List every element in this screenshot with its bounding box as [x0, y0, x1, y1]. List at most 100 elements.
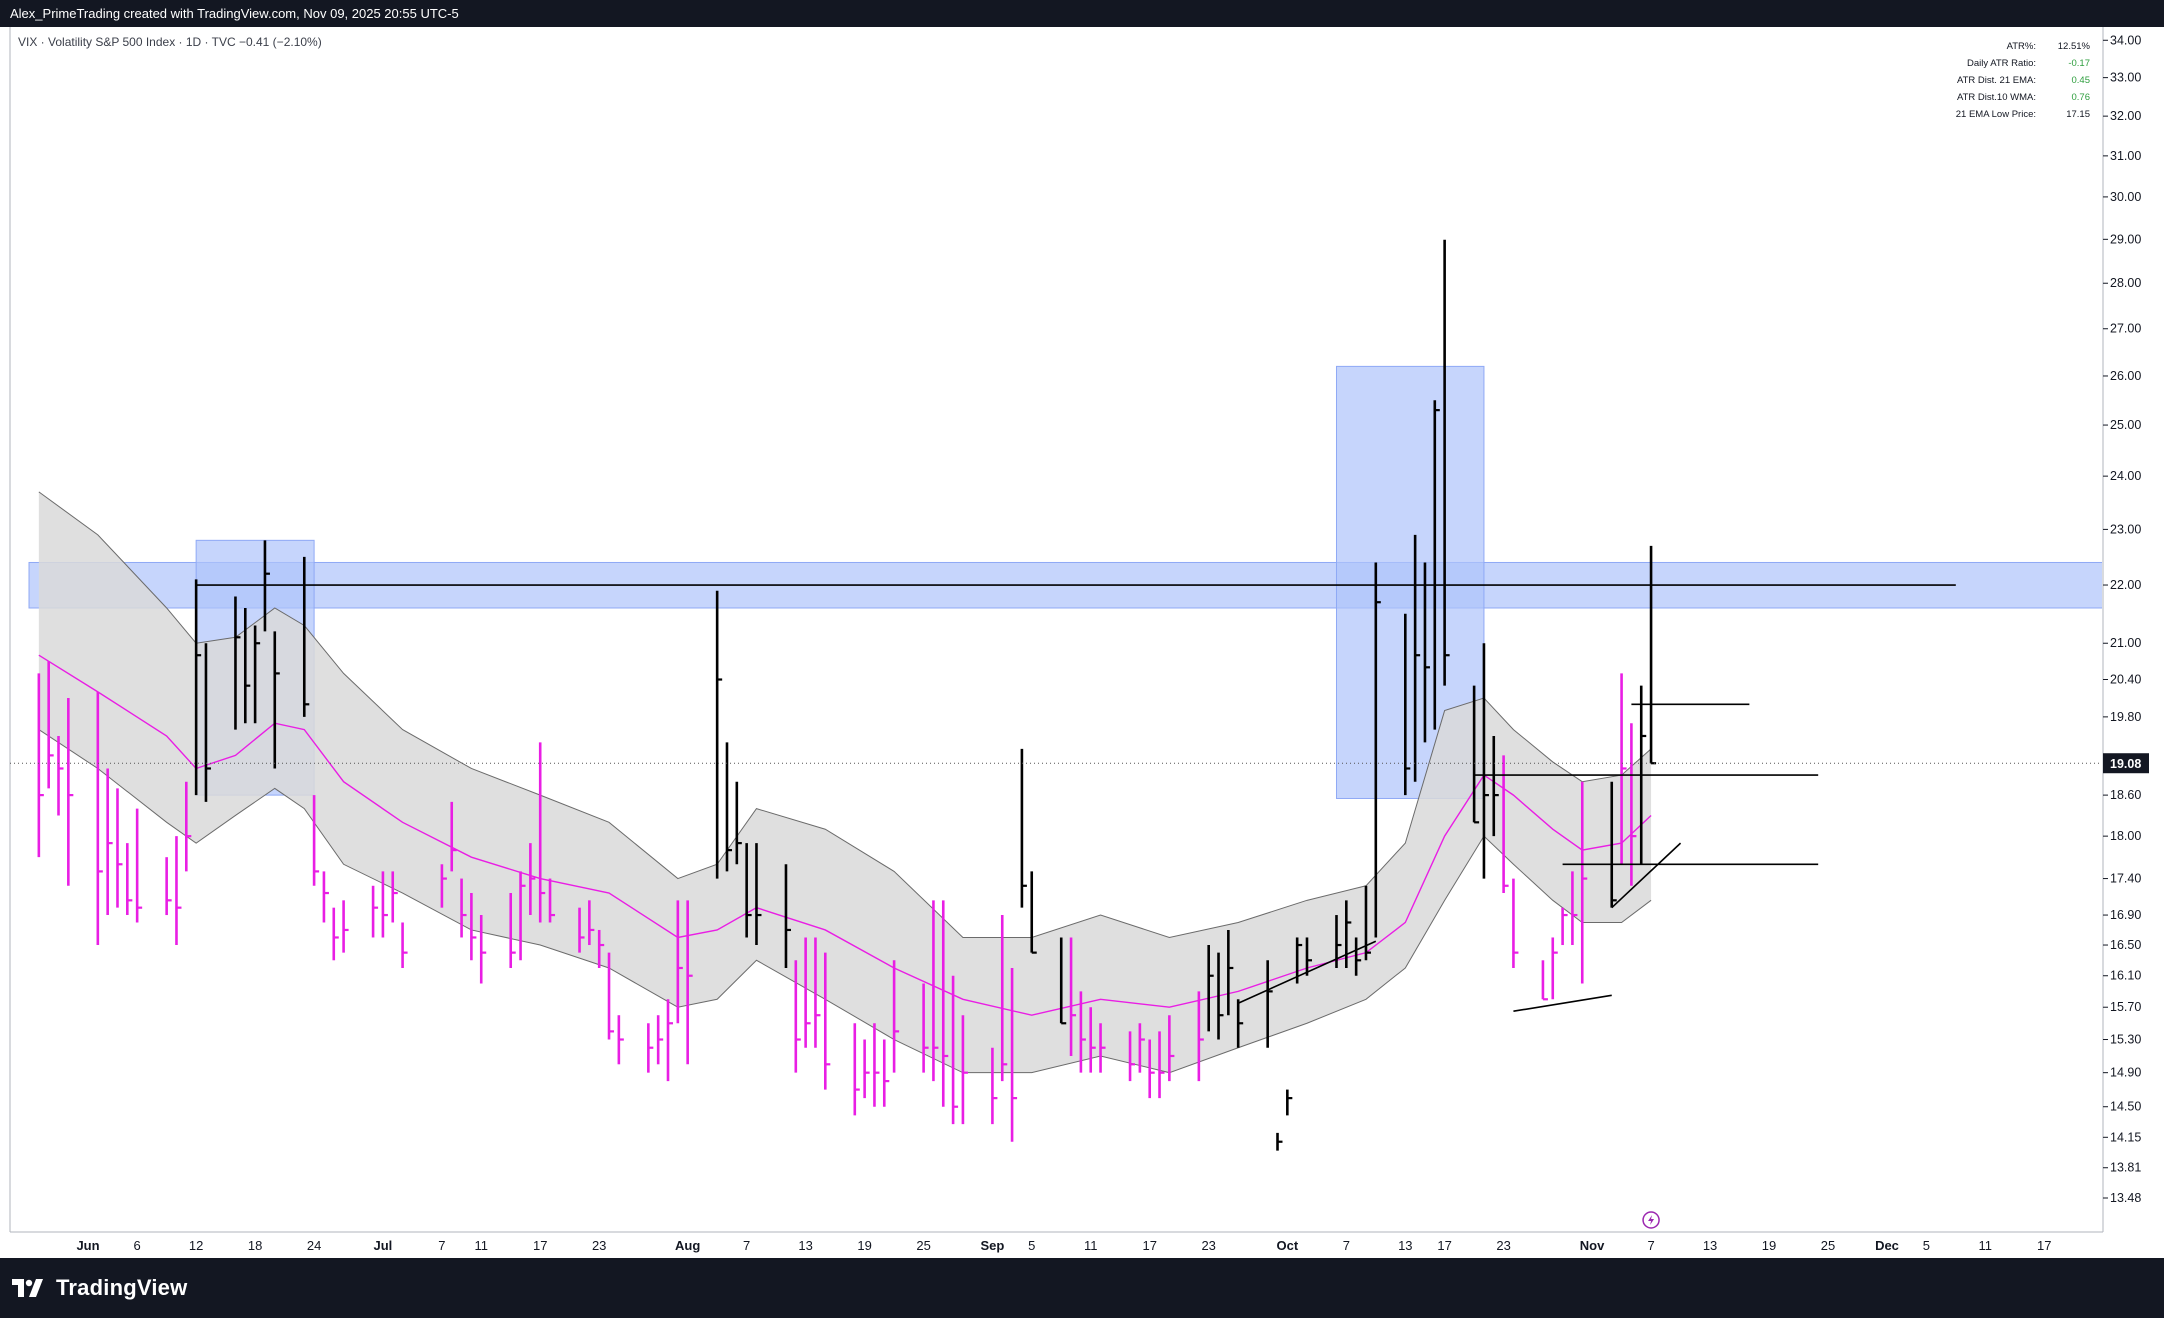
ohlc-bar [1580, 781, 1588, 984]
ohlc-bar [342, 900, 349, 953]
ohlc-bar [253, 625, 261, 724]
ohlc-bar [1286, 1089, 1293, 1116]
atr-band [38, 491, 1652, 1073]
time-tick-label: 7 [1647, 1238, 1654, 1253]
ohlc-bar [1059, 937, 1067, 1025]
ohlc-bar [371, 885, 379, 938]
top-caption-bar: Alex_PrimeTrading created with TradingVi… [0, 0, 2164, 27]
ohlc-bar [735, 781, 742, 865]
ohlc-bar [666, 999, 674, 1082]
symbol-legend[interactable]: VIX · Volatility S&P 500 Index · 1D · TV… [18, 35, 322, 49]
ohlc-bar [1433, 400, 1440, 730]
time-tick-label: 17 [533, 1238, 547, 1253]
ohlc-bar [1561, 907, 1568, 946]
ohlc-bar [126, 843, 133, 916]
stat-label: ATR Dist.10 WMA: [1957, 92, 2036, 103]
tradingview-logo[interactable]: TradingView [12, 1273, 187, 1303]
ohlc-bar [470, 893, 477, 961]
ohlc-bar [932, 900, 939, 1082]
ohlc-bar [1364, 885, 1371, 961]
ohlc-bar [1492, 735, 1499, 837]
time-tick-label: 19 [857, 1238, 871, 1253]
lightning-icon [1648, 1215, 1655, 1225]
tradingview-logo-icon [12, 1279, 43, 1297]
ohlc-bar [804, 937, 811, 1048]
ohlc-bar [1502, 755, 1509, 894]
ohlc-bar [96, 691, 103, 946]
ohlc-bar [440, 864, 447, 908]
ohlc-bar [1472, 685, 1480, 824]
ohlc-bar [1374, 562, 1381, 938]
ohlc-bar [67, 698, 74, 886]
price-tick-label: 14.90 [2110, 1066, 2141, 1080]
ohlc-bar [1207, 945, 1214, 1032]
time-tick-label: Sep [980, 1238, 1004, 1253]
ohlc-bar [519, 871, 526, 961]
band-upper-line [38, 491, 1652, 938]
ohlc-bar [1128, 1031, 1136, 1082]
ohlc-bar [597, 929, 605, 968]
stat-label: ATR Dist. 21 EMA: [1956, 75, 2036, 86]
ohlc-bar [175, 836, 182, 946]
last-price-badge [2103, 753, 2149, 774]
time-tick-label: 13 [1398, 1238, 1412, 1253]
logo-text: TradingView [56, 1275, 188, 1300]
ohlc-bar [725, 742, 732, 872]
ohlc-bar [1020, 748, 1027, 908]
ohlc-bar [686, 900, 693, 1065]
ohlc-bar [853, 1023, 860, 1116]
ohlc-bar [1413, 534, 1421, 782]
time-tick-label: 11 [1979, 1238, 1993, 1253]
ohlc-bar [1512, 878, 1519, 968]
ohlc-bar [1227, 929, 1234, 1016]
price-tick-label: 18.00 [2110, 829, 2141, 843]
stat-value: -0.17 [2068, 58, 2090, 69]
price-tick-label: 24.00 [2110, 469, 2141, 483]
ohlc-bar [509, 893, 516, 968]
price-tick-label: 31.00 [2110, 149, 2141, 163]
ohlc-bar [1443, 239, 1450, 686]
ohlc-bar [538, 742, 546, 923]
ohlc-bar [332, 907, 339, 961]
price-tick-label: 34.00 [2110, 33, 2141, 47]
time-tick-label: 7 [743, 1238, 750, 1253]
time-tick-label: 17 [1142, 1238, 1156, 1253]
ohlc-bar [676, 900, 683, 1024]
ohlc-bar [1305, 937, 1312, 976]
ohlc-bar [794, 960, 801, 1073]
ohlc-bar [312, 795, 320, 886]
ohlc-bar [892, 960, 900, 1073]
ohlc-bar [745, 843, 752, 938]
time-tick-label: 5 [1028, 1238, 1035, 1253]
time-tick-label: 12 [189, 1238, 203, 1253]
ohlc-bar [1354, 937, 1362, 976]
ohlc-bar [263, 540, 270, 632]
ohlc-bar [1000, 915, 1008, 1082]
ohlc-bar [165, 857, 172, 916]
time-tick-label: 13 [798, 1238, 812, 1253]
ohlc-bar [322, 871, 329, 923]
ohlc-bar [578, 907, 585, 953]
chart-canvas[interactable]: 35.0034.0033.0032.0031.0030.0029.0028.00… [0, 27, 2164, 1258]
ohlc-bar [450, 801, 457, 872]
stat-row: 21 EMA Low Price: 17.15 [1950, 106, 2090, 123]
ohlc-bar [951, 975, 959, 1125]
ohlc-bar [1236, 999, 1244, 1048]
ohlc-bar [273, 631, 280, 769]
last-price-label: 19.08 [2110, 757, 2141, 771]
price-tick-label: 33.00 [2110, 71, 2141, 85]
ohlc-bar [784, 864, 791, 968]
price-tick-label: 13.81 [2110, 1161, 2141, 1175]
ohlc-bar [460, 878, 467, 938]
price-tick-label: 21.00 [2110, 636, 2141, 650]
plot-area [28, 239, 2102, 1151]
ohlc-bar [715, 590, 723, 879]
ohlc-bar [529, 843, 536, 916]
ohlc-bar [106, 768, 113, 916]
ohlc-bar [1069, 937, 1077, 1056]
ohlc-bar [548, 878, 556, 923]
price-tick-label: 32.00 [2110, 109, 2141, 123]
stat-row: ATR%: 12.51% [1950, 38, 2090, 55]
ohlc-bar [991, 1047, 998, 1125]
time-tick-label: 18 [248, 1238, 262, 1253]
